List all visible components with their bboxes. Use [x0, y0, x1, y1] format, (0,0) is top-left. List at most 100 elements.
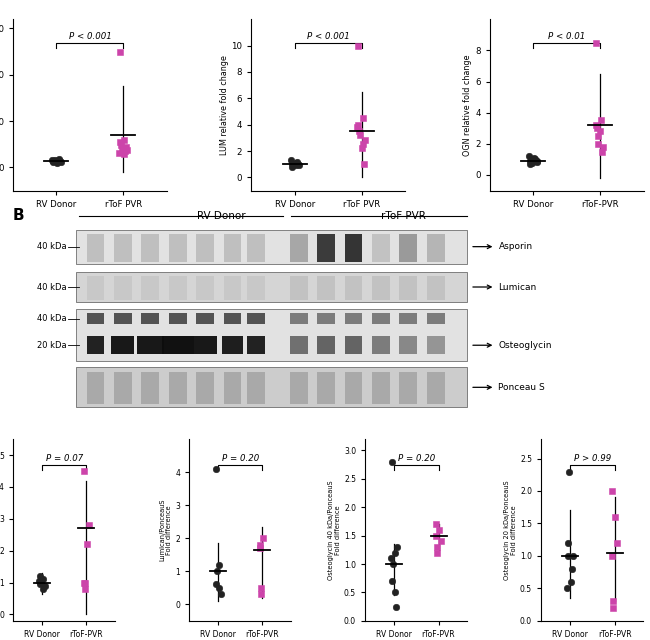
Bar — [142, 276, 159, 300]
Point — [38, 574, 49, 584]
Point — [119, 134, 129, 145]
Text: Asporin: Asporin — [499, 242, 532, 251]
Point — [359, 159, 369, 170]
Bar — [112, 336, 135, 355]
Point — [610, 512, 621, 522]
Bar — [247, 234, 265, 262]
Point — [526, 157, 537, 168]
Point — [595, 126, 606, 136]
Bar — [114, 276, 132, 300]
Point — [287, 162, 297, 172]
Y-axis label: LUM relative fold change: LUM relative fold change — [220, 55, 229, 155]
Bar — [86, 234, 105, 262]
Point — [389, 588, 400, 598]
Point — [82, 539, 92, 549]
Text: Lumican: Lumican — [499, 282, 537, 291]
Text: 40 kDa: 40 kDa — [37, 242, 66, 251]
Point — [532, 156, 543, 166]
Bar — [114, 314, 132, 324]
Bar — [372, 234, 390, 262]
Point — [120, 146, 130, 156]
Bar — [290, 234, 307, 262]
Point — [48, 156, 58, 166]
Bar — [400, 234, 417, 262]
Text: P = 0.07: P = 0.07 — [46, 454, 83, 463]
Point — [34, 576, 44, 586]
Bar — [196, 314, 214, 324]
Point — [387, 457, 397, 467]
Text: 40 kDa: 40 kDa — [37, 314, 66, 323]
Bar — [142, 234, 159, 262]
Point — [212, 566, 222, 577]
Y-axis label: OGN relative fold change: OGN relative fold change — [463, 54, 473, 156]
Bar — [142, 372, 159, 404]
Point — [566, 577, 576, 587]
Point — [294, 161, 304, 171]
Bar — [317, 372, 335, 404]
Point — [285, 155, 296, 165]
Point — [120, 141, 131, 152]
Bar — [162, 336, 194, 355]
Point — [55, 157, 66, 167]
Bar — [400, 372, 417, 404]
Text: P = 0.20: P = 0.20 — [398, 454, 435, 463]
Point — [434, 525, 445, 535]
Bar — [400, 276, 417, 300]
Point — [293, 159, 304, 170]
Bar — [224, 234, 241, 262]
Bar — [247, 276, 265, 300]
Point — [564, 467, 575, 477]
Bar — [247, 336, 265, 355]
Bar — [196, 372, 214, 404]
Point — [213, 582, 224, 593]
Point — [563, 538, 573, 548]
Point — [436, 536, 446, 547]
Text: P > 0.99: P > 0.99 — [574, 454, 611, 463]
Bar — [290, 372, 307, 404]
Bar — [400, 336, 417, 355]
Point — [289, 159, 299, 170]
Point — [357, 143, 367, 154]
Point — [55, 156, 65, 166]
Bar — [247, 314, 265, 324]
Bar — [169, 372, 187, 404]
Point — [607, 551, 618, 561]
Bar — [372, 336, 390, 355]
Point — [607, 486, 618, 496]
Point — [122, 145, 132, 155]
Bar — [427, 336, 445, 355]
Bar — [86, 276, 105, 300]
Bar — [169, 276, 187, 300]
Point — [34, 571, 45, 581]
Point — [47, 155, 57, 165]
Point — [525, 159, 535, 169]
Point — [291, 157, 301, 168]
Point — [432, 548, 443, 558]
Bar — [86, 336, 105, 355]
Bar — [86, 372, 105, 404]
Text: P = 0.20: P = 0.20 — [222, 454, 259, 463]
Point — [386, 553, 396, 563]
Bar — [290, 336, 307, 355]
Point — [355, 130, 365, 140]
Point — [353, 40, 363, 51]
Bar — [427, 314, 445, 324]
Text: rToF PVR: rToF PVR — [382, 211, 426, 221]
Y-axis label: Osteoglycin 20 kDa/PonceauS
Fold difference: Osteoglycin 20 kDa/PonceauS Fold differe… — [504, 480, 517, 580]
Point — [608, 603, 619, 613]
Bar — [372, 372, 390, 404]
Bar — [290, 276, 307, 300]
Bar — [317, 314, 335, 324]
Point — [211, 579, 221, 589]
Point — [524, 151, 534, 161]
Y-axis label: Osteoglycin 40 kDa/PonceauS
Fold difference: Osteoglycin 40 kDa/PonceauS Fold differe… — [328, 480, 341, 580]
Text: P < 0.001: P < 0.001 — [307, 33, 350, 42]
Point — [256, 582, 266, 593]
Point — [50, 156, 60, 166]
Bar — [114, 234, 132, 262]
Bar — [224, 314, 241, 324]
Point — [563, 551, 573, 561]
Point — [529, 155, 539, 165]
Text: Osteoglycin: Osteoglycin — [499, 340, 552, 349]
Bar — [427, 276, 445, 300]
